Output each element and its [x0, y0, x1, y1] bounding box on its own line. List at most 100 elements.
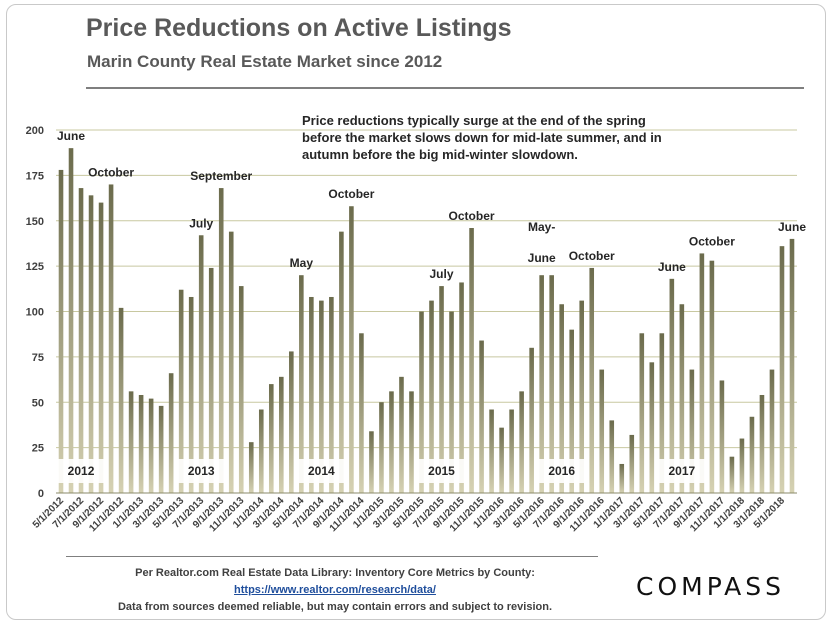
- source-link[interactable]: https://www.realtor.com/research/data/: [234, 584, 436, 596]
- bar: [739, 438, 745, 493]
- bar: [78, 188, 84, 493]
- bar: [118, 307, 124, 493]
- bar: [329, 296, 334, 493]
- year-labels: 2012 2013 2014 2015 2016 2017: [58, 459, 705, 483]
- year-label: 2014: [308, 464, 335, 478]
- bar: [299, 275, 304, 493]
- bar: [749, 416, 755, 493]
- bar: [369, 431, 374, 493]
- y-tick-label: 175: [26, 170, 44, 182]
- bar: [699, 253, 705, 493]
- annotations: JuneOctoberJulySeptemberMayOctoberJulyOc…: [57, 129, 806, 281]
- bar: [779, 246, 785, 493]
- year-label: 2013: [188, 464, 215, 478]
- bar: [619, 463, 625, 493]
- bar: [188, 296, 194, 493]
- bar: [198, 235, 204, 493]
- disclaimer-line: Data from sources deemed reliable, but m…: [117, 601, 553, 613]
- bar: [549, 275, 554, 493]
- bar: [489, 409, 494, 493]
- chart-note: Price reductions typically surge at the …: [302, 113, 662, 162]
- slide-frame: [6, 4, 826, 620]
- bar: [659, 333, 665, 493]
- bar: [88, 195, 94, 493]
- bar: [98, 202, 104, 493]
- bar: [409, 391, 414, 493]
- annotation-label: May: [290, 256, 314, 270]
- bar: [168, 373, 174, 493]
- bar: [579, 300, 585, 493]
- compass-logo: COMPASS: [636, 572, 786, 601]
- annotation-label: October: [569, 249, 615, 263]
- annotation-label: June: [658, 260, 686, 274]
- year-label: 2012: [68, 464, 95, 478]
- bar: [238, 286, 244, 493]
- bar: [268, 384, 274, 493]
- bar: [138, 394, 144, 493]
- bar: [399, 376, 404, 493]
- year-label-box: [58, 459, 105, 483]
- bar: [218, 188, 224, 493]
- bar: [519, 391, 524, 493]
- source-line: Per Realtor.com Real Estate Data Library…: [135, 567, 535, 579]
- bar: [669, 278, 675, 493]
- annotation-label: September: [190, 169, 252, 183]
- bar: [248, 442, 254, 493]
- bar: [679, 304, 685, 493]
- bar: [629, 434, 635, 493]
- bar: [459, 282, 464, 493]
- bar: [759, 394, 765, 493]
- bar: [479, 340, 484, 493]
- y-axis: 0 25 50 75 100 125 150 175 200: [26, 125, 797, 500]
- title-divider: [86, 87, 804, 89]
- y-tick-label: 200: [26, 125, 44, 137]
- bar: [208, 267, 214, 493]
- bar: [529, 347, 534, 493]
- annotation-label: June: [57, 129, 85, 143]
- bar: [419, 311, 424, 493]
- bar: [429, 300, 434, 493]
- chart-title: Price Reductions on Active Listings: [86, 14, 512, 42]
- source-note: Per Realtor.com Real Estate Data Library…: [86, 565, 584, 616]
- bars: [58, 148, 795, 494]
- year-label-box: [418, 459, 465, 483]
- y-tick-label: 125: [26, 261, 44, 273]
- bar: [309, 296, 314, 493]
- bar: [509, 409, 514, 493]
- bar: [719, 380, 725, 493]
- bar: [289, 351, 294, 493]
- bar: [148, 398, 154, 493]
- bar: [258, 409, 264, 493]
- bar: [279, 376, 284, 493]
- y-tick-label: 150: [26, 216, 44, 228]
- year-label: 2017: [668, 464, 695, 478]
- bar: [108, 184, 114, 493]
- y-tick-label: 25: [32, 443, 44, 455]
- bar: [389, 391, 394, 493]
- bar: [709, 260, 715, 493]
- year-label: 2016: [548, 464, 575, 478]
- y-tick-label: 75: [32, 352, 44, 364]
- annotation-label: July: [189, 216, 213, 230]
- bar: [339, 231, 344, 493]
- annotation-label: June: [528, 251, 556, 265]
- bar: [68, 148, 74, 493]
- bar: [439, 286, 444, 493]
- bar: [228, 231, 234, 493]
- bar: [58, 169, 64, 493]
- bar: [469, 228, 474, 493]
- bar: [729, 456, 735, 493]
- source-link-row: https://www.realtor.com/research/data/: [86, 582, 584, 599]
- bar: [569, 329, 574, 493]
- annotation-label: October: [689, 234, 735, 248]
- annotation-label: May-: [528, 220, 555, 234]
- bar: [449, 311, 454, 493]
- bar: [539, 275, 544, 493]
- year-label-box: [178, 459, 225, 483]
- year-label-box: [538, 459, 585, 483]
- annotation-label: October: [328, 187, 374, 201]
- y-tick-label: 100: [26, 307, 44, 319]
- chart-subtitle: Marin County Real Estate Market since 20…: [87, 52, 443, 71]
- bar: [178, 289, 184, 493]
